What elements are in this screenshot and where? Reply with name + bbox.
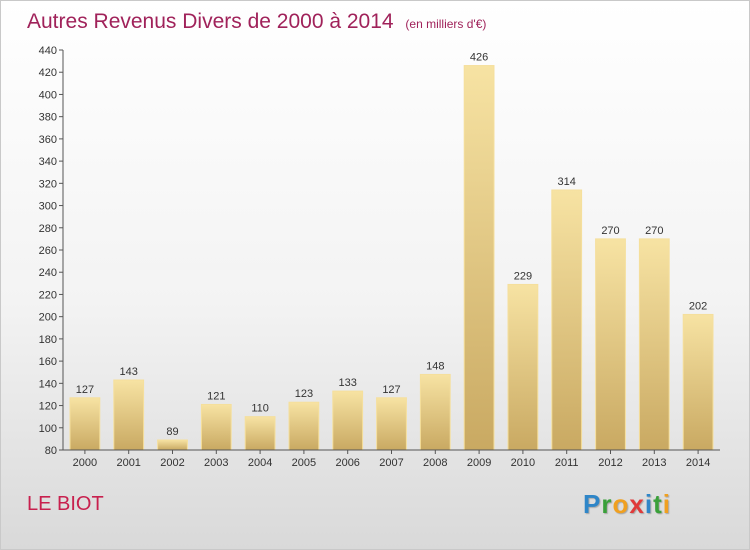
- chart-title: Autres Revenus Divers de 2000 à 2014 (en…: [27, 10, 486, 34]
- logo-letter: P: [583, 489, 602, 519]
- y-tick-label: 320: [39, 178, 57, 190]
- y-axis: 80 100 120 140 160 180 200 220 240 260 280 300 320 34…: [39, 45, 64, 457]
- y-tick-label: 340: [39, 156, 57, 168]
- bar-2006: [332, 390, 364, 451]
- x-tick-label-2002: 2002: [160, 457, 184, 469]
- x-tick-label-2007: 2007: [379, 457, 403, 469]
- x-tick-label-2013: 2013: [642, 457, 666, 469]
- x-tick-label-2000: 2000: [73, 457, 97, 469]
- y-tick-label: 240: [39, 267, 57, 279]
- bar-2010: [507, 283, 539, 451]
- data-label-2003: 121: [207, 390, 225, 402]
- data-label-2012: 270: [601, 225, 619, 237]
- data-label-2008: 148: [426, 360, 444, 372]
- y-tick-label: 360: [39, 134, 57, 146]
- y-tick-label: 80: [45, 445, 57, 457]
- chart-title-text: Autres Revenus Divers de 2000 à 2014: [27, 10, 394, 33]
- x-tick-label-2009: 2009: [467, 457, 491, 469]
- bar-2012: [595, 238, 626, 451]
- logo-letter: t: [653, 489, 663, 519]
- data-label-2009: 426: [470, 52, 488, 64]
- data-label-2014: 202: [689, 300, 707, 312]
- proxiti-logo: Proxiti: [583, 489, 671, 520]
- bar-2008: [419, 373, 451, 451]
- y-tick-label: 300: [39, 201, 57, 213]
- data-label-2007: 127: [382, 384, 400, 396]
- y-tick-label: 400: [39, 89, 57, 101]
- y-tick-label: 160: [39, 356, 57, 368]
- x-tick-label-2001: 2001: [116, 457, 140, 469]
- bar-2004: [244, 416, 276, 451]
- x-tick-label-2014: 2014: [686, 457, 710, 469]
- x-tick-label-2003: 2003: [204, 457, 228, 469]
- x-tick-label-2010: 2010: [511, 457, 535, 469]
- data-label-2006: 133: [339, 377, 357, 389]
- data-label-2013: 270: [645, 225, 663, 237]
- bar-2007: [376, 397, 407, 451]
- y-tick-label: 180: [39, 334, 57, 346]
- bar-2002: [157, 439, 188, 451]
- y-tick-label: 380: [39, 112, 57, 124]
- bar-2000: [69, 397, 101, 451]
- y-tick-label: 200: [39, 312, 57, 324]
- bars: 127 143 89 121 110 123 133 127 148 426 229 314 270 27…: [69, 52, 714, 451]
- data-label-2011: 314: [558, 176, 576, 188]
- y-tick-label: 420: [39, 67, 57, 79]
- y-tick-label: 100: [39, 423, 57, 435]
- x-tick-label-2011: 2011: [555, 457, 579, 469]
- bar-2009: [463, 65, 495, 451]
- x-tick-label-2004: 2004: [248, 457, 272, 469]
- chart-subtitle: (en milliers d'€): [405, 17, 487, 31]
- logo-letter: i: [662, 489, 671, 519]
- data-label-2002: 89: [166, 426, 178, 438]
- x-tick-label-2008: 2008: [423, 457, 447, 469]
- y-tick-label: 260: [39, 245, 57, 257]
- bar-2013: [638, 238, 670, 451]
- bar-2001: [113, 379, 145, 451]
- logo-letter: r: [601, 489, 613, 519]
- logo-letter: o: [612, 489, 630, 519]
- logo-letter: i: [644, 489, 654, 519]
- x-tick-label-2006: 2006: [335, 457, 359, 469]
- data-label-2000: 127: [76, 384, 94, 396]
- x-tick-label-2012: 2012: [598, 457, 622, 469]
- y-tick-label: 440: [39, 45, 57, 57]
- data-label-2001: 143: [120, 366, 138, 378]
- y-tick-label: 140: [39, 378, 57, 390]
- data-label-2005: 123: [295, 388, 313, 400]
- bar-2003: [200, 403, 232, 451]
- logo-letter: x: [629, 489, 645, 519]
- x-tick-label-2005: 2005: [292, 457, 316, 469]
- bar-2005: [288, 401, 320, 451]
- data-label-2010: 229: [514, 270, 532, 282]
- bar-2011: [551, 189, 583, 451]
- location-name: LE BIOT: [27, 493, 104, 515]
- y-tick-label: 220: [39, 289, 57, 301]
- x-axis: 2000 2001 2002 2003 2004 2005 2006 2007 2008 2009…: [63, 449, 720, 469]
- y-tick-label: 280: [39, 223, 57, 235]
- y-tick-label: 120: [39, 401, 57, 413]
- bar-2014: [682, 313, 714, 451]
- data-label-2004: 110: [251, 403, 269, 415]
